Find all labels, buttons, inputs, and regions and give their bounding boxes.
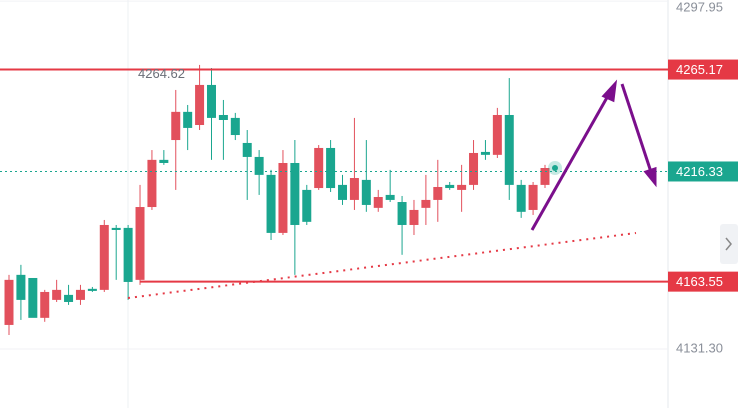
- price-axis: 4297.95 4131.30 4265.17 4216.33 4163.55: [668, 0, 738, 355]
- candle-body: [469, 152, 479, 185]
- candle-body: [64, 294, 74, 302]
- candle-body: [480, 151, 490, 155]
- candle-body: [40, 291, 50, 318]
- candle-body: [195, 84, 205, 126]
- candle-body: [99, 224, 109, 290]
- candle-body: [123, 227, 133, 282]
- candle-body: [314, 147, 324, 189]
- candle-body: [516, 184, 526, 212]
- candle-body: [111, 227, 121, 230]
- candle-body: [218, 114, 228, 120]
- candle-body: [349, 178, 359, 200]
- candle-body: [290, 162, 300, 225]
- price-label-box: [668, 271, 738, 292]
- y-tick-label: 4297.95: [676, 0, 723, 14]
- y-tick-label: 4131.30: [676, 340, 723, 355]
- arrow-head: [643, 166, 657, 188]
- candle-body: [4, 279, 14, 325]
- candle-body: [75, 289, 85, 300]
- price-label: 4216.33: [676, 164, 723, 179]
- candle-body: [540, 168, 550, 185]
- candle-body: [504, 114, 514, 185]
- plot: 4264.62: [0, 0, 668, 350]
- candle-body: [52, 289, 62, 300]
- price-label: 4163.55: [676, 274, 723, 289]
- high-annotation: 4264.62: [138, 66, 185, 81]
- candle-body: [397, 202, 407, 225]
- candle-body: [206, 84, 216, 118]
- candle-body: [433, 186, 443, 200]
- candle-body: [135, 207, 145, 280]
- candle-body: [385, 194, 395, 200]
- arrow-head: [601, 79, 618, 103]
- trend-line: [127, 232, 637, 299]
- candle-body: [338, 184, 348, 200]
- candle-body: [183, 111, 193, 128]
- candle-body: [326, 147, 336, 189]
- candle-body: [28, 277, 38, 318]
- last-price-dot: [552, 165, 558, 171]
- candle-body: [266, 174, 276, 233]
- candle-body: [230, 117, 240, 136]
- chevron-icon: [725, 237, 732, 251]
- candle-body: [445, 184, 455, 189]
- candle-body: [147, 159, 157, 208]
- candle-body: [457, 184, 467, 190]
- candle-body: [528, 184, 538, 210]
- candle-body: [278, 162, 288, 233]
- arrow-up: [530, 93, 611, 231]
- candle-body: [254, 156, 264, 175]
- candle-body: [492, 114, 502, 155]
- candle-body: [87, 288, 97, 291]
- candle-body: [242, 142, 252, 157]
- scroll-button[interactable]: [720, 224, 738, 264]
- candle-body: [421, 199, 431, 208]
- candle-body: [409, 209, 419, 225]
- price-label-box: [668, 161, 738, 182]
- candle-body: [171, 111, 181, 141]
- candle-body: [373, 197, 383, 208]
- price-label-box: [668, 59, 738, 80]
- price-label: 4265.17: [676, 62, 723, 77]
- candle-body: [302, 189, 312, 222]
- arrows: [530, 79, 657, 231]
- candle-body: [159, 159, 169, 163]
- candle-body: [361, 179, 371, 205]
- candle-body: [16, 274, 26, 300]
- arrow-down: [620, 83, 653, 173]
